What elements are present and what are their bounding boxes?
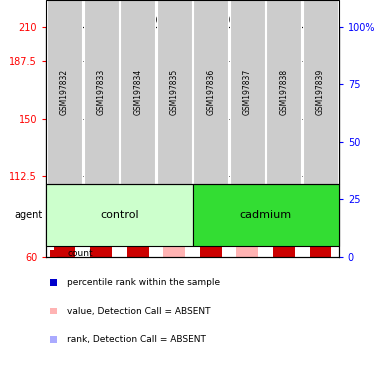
Text: rank, Detection Call = ABSENT: rank, Detection Call = ABSENT — [67, 335, 206, 344]
Bar — [236, 129, 258, 257]
Text: GSM197833: GSM197833 — [97, 69, 105, 115]
Text: GSM197834: GSM197834 — [133, 69, 142, 115]
Text: GSM197837: GSM197837 — [243, 69, 252, 115]
Text: cadmium: cadmium — [239, 210, 292, 220]
Text: GSM197839: GSM197839 — [316, 69, 325, 115]
Text: count: count — [67, 249, 93, 258]
Text: percentile rank within the sample: percentile rank within the sample — [67, 278, 221, 287]
Text: value, Detection Call = ABSENT: value, Detection Call = ABSENT — [67, 306, 211, 316]
Text: GSM197835: GSM197835 — [170, 69, 179, 115]
Bar — [163, 185, 185, 257]
Bar — [310, 53, 331, 257]
Bar — [54, 128, 75, 257]
Bar — [127, 146, 149, 257]
Bar — [200, 210, 222, 257]
Text: agent: agent — [14, 210, 42, 220]
Text: GSM197836: GSM197836 — [206, 69, 215, 115]
Text: control: control — [100, 210, 139, 220]
Text: ▶: ▶ — [48, 210, 55, 220]
Text: GSM197838: GSM197838 — [280, 69, 288, 115]
Text: GSM197832: GSM197832 — [60, 69, 69, 115]
Title: GDS3632 / 1369051_at: GDS3632 / 1369051_at — [120, 13, 265, 26]
Bar — [273, 157, 295, 257]
Bar — [90, 119, 112, 257]
